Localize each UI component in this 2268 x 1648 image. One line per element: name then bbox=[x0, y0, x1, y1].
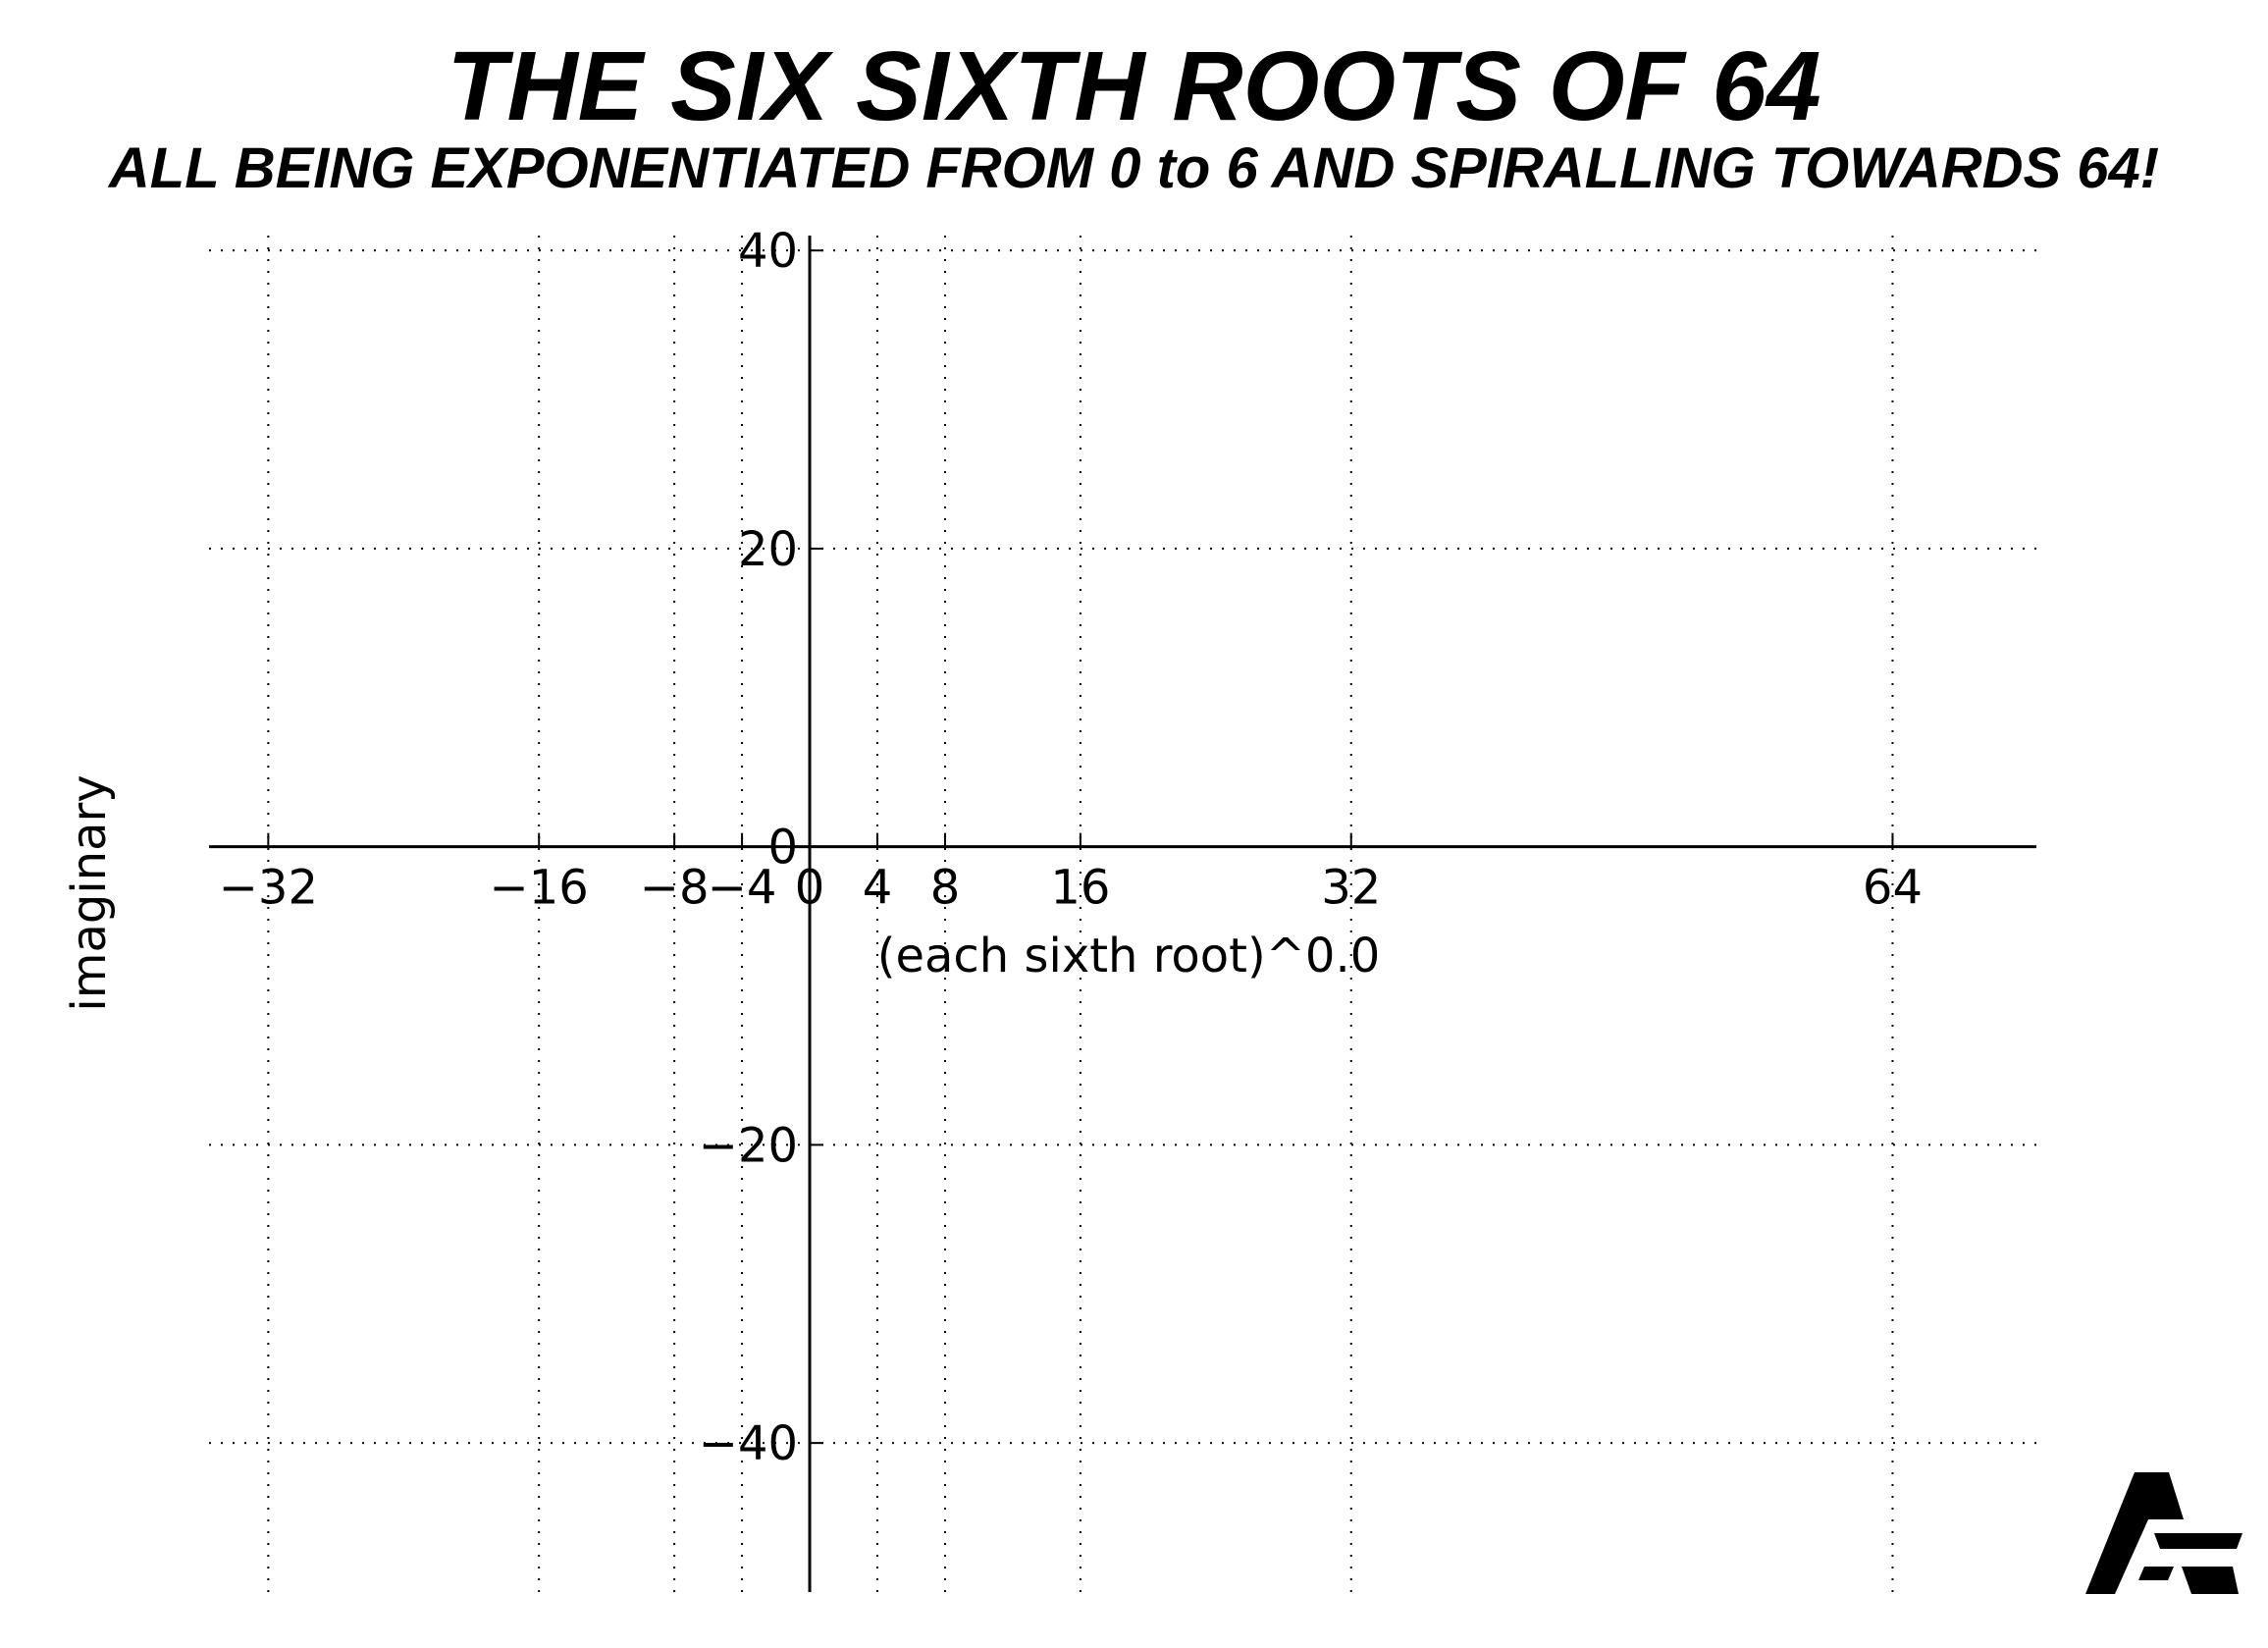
axes bbox=[209, 236, 2036, 1592]
x-tick-label: 4 bbox=[863, 861, 893, 916]
y-tick-label: 0 bbox=[767, 821, 798, 876]
x-tick-label: −4 bbox=[708, 861, 777, 916]
x-tick-label: −8 bbox=[640, 861, 710, 916]
y-tick-label: −20 bbox=[699, 1118, 798, 1173]
y-axis-label: imaginary bbox=[62, 774, 117, 1011]
grid-lines bbox=[209, 236, 2036, 1592]
y-tick-label: −40 bbox=[699, 1416, 798, 1471]
x-tick-label: 16 bbox=[1050, 861, 1110, 916]
chart-subtitle: ALL BEING EXPONENTIATED FROM 0 to 6 AND … bbox=[108, 136, 2160, 200]
stylized-letter-a-logo-icon bbox=[2085, 1472, 2242, 1594]
x-tick-label: −16 bbox=[490, 861, 589, 916]
x-tick-label: 0 bbox=[795, 861, 825, 916]
x-tick-label: 64 bbox=[1863, 861, 1923, 916]
y-tick-label: 40 bbox=[738, 224, 798, 279]
y-tick-label: 20 bbox=[738, 522, 798, 577]
x-tick-label: 8 bbox=[930, 861, 961, 916]
chart-title: THE SIX SIXTH ROOTS OF 64 bbox=[447, 31, 1821, 141]
x-tick-label: 32 bbox=[1321, 861, 1381, 916]
x-axis-label: (each sixth root)^0.0 bbox=[877, 929, 1381, 983]
x-tick-label: −32 bbox=[219, 861, 318, 916]
